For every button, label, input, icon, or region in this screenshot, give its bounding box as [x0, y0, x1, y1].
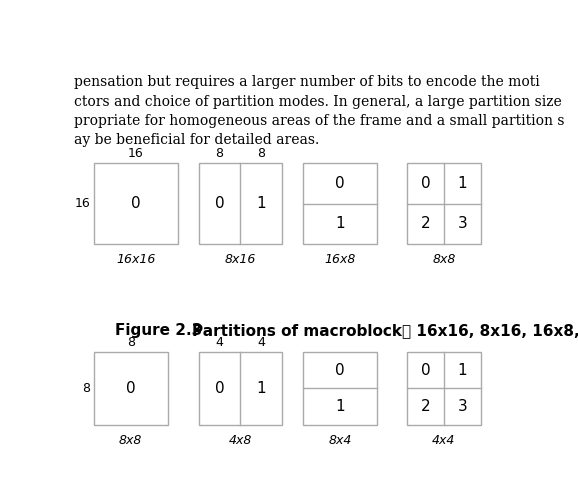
Text: ay be beneficial for detailed areas.: ay be beneficial for detailed areas.	[74, 133, 319, 147]
Text: 1: 1	[457, 176, 467, 191]
Text: 4: 4	[257, 336, 265, 349]
Text: 8: 8	[127, 336, 135, 349]
Text: 16: 16	[128, 147, 144, 160]
Text: 16: 16	[75, 197, 90, 210]
Bar	[303, 163, 377, 244]
Text: 0: 0	[214, 196, 224, 211]
Bar	[407, 352, 481, 425]
Text: 2: 2	[421, 399, 430, 414]
Text: 16x16: 16x16	[116, 253, 155, 266]
Text: 8: 8	[82, 382, 90, 395]
Text: 1: 1	[335, 216, 345, 231]
Text: 8: 8	[257, 147, 265, 160]
Text: 0: 0	[214, 381, 224, 396]
Text: 1: 1	[457, 362, 467, 378]
Text: 2: 2	[421, 216, 430, 231]
Text: propriate for homogeneous areas of the frame and a small partition s: propriate for homogeneous areas of the f…	[74, 114, 564, 128]
Text: 8x8: 8x8	[432, 253, 455, 266]
Text: 4x8: 4x8	[229, 434, 252, 447]
Text: Figure 2.3: Figure 2.3	[115, 323, 202, 338]
Text: 1: 1	[257, 381, 266, 396]
Text: 0: 0	[421, 176, 430, 191]
Text: 16x8: 16x8	[324, 253, 355, 266]
Text: 8x8: 8x8	[119, 434, 142, 447]
Text: 0: 0	[131, 196, 140, 211]
Text: pensation but requires a larger number of bits to encode the moti: pensation but requires a larger number o…	[74, 75, 539, 89]
Bar	[303, 352, 377, 425]
Text: 4x4: 4x4	[432, 434, 455, 447]
Text: 8: 8	[216, 147, 224, 160]
Text: 8x4: 8x4	[328, 434, 351, 447]
Bar	[199, 163, 282, 244]
Text: 0: 0	[421, 362, 430, 378]
Text: 0: 0	[126, 381, 136, 396]
Text: 3: 3	[457, 399, 467, 414]
Text: 1: 1	[335, 399, 345, 414]
Text: ctors and choice of partition modes. In general, a large partition size: ctors and choice of partition modes. In …	[74, 95, 562, 108]
Bar	[94, 163, 177, 244]
Text: 1: 1	[257, 196, 266, 211]
Bar	[407, 163, 481, 244]
Text: 0: 0	[335, 362, 345, 378]
Text: Partitions of macroblock： 16x16, 8x16, 16x8, 8x8: Partitions of macroblock： 16x16, 8x16, 1…	[192, 323, 578, 338]
Text: 4: 4	[216, 336, 224, 349]
Text: 3: 3	[457, 216, 467, 231]
Bar	[94, 352, 168, 425]
Text: 8x16: 8x16	[225, 253, 256, 266]
Bar	[199, 352, 282, 425]
Text: 0: 0	[335, 176, 345, 191]
